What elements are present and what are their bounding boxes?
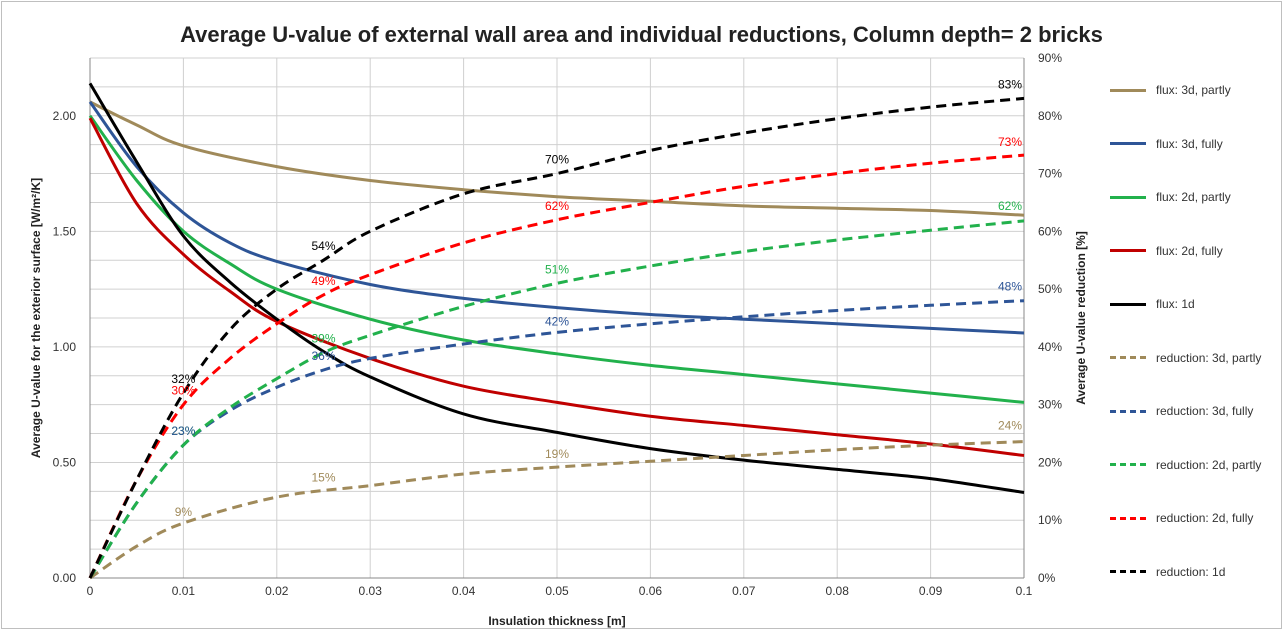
data-label: 62% bbox=[998, 199, 1022, 213]
series-line-9 bbox=[88, 153, 1025, 579]
legend-item: reduction: 3d, fully bbox=[1110, 401, 1253, 421]
legend-label: reduction: 2d, partly bbox=[1156, 457, 1262, 472]
data-label: 48% bbox=[998, 280, 1022, 294]
legend-label: reduction: 2d, fully bbox=[1156, 511, 1254, 525]
series-line-8 bbox=[88, 219, 1025, 579]
x-tick-label: 0.06 bbox=[639, 584, 663, 598]
legend-label: reduction: 3d, partly bbox=[1156, 350, 1262, 365]
legend-label: flux: 2d, fully bbox=[1156, 243, 1223, 258]
y-tick-label: 1.50 bbox=[53, 224, 77, 238]
x-tick-label: 0.07 bbox=[732, 584, 756, 598]
legend-item: flux: 1d bbox=[1110, 294, 1195, 314]
x-axis-title: Insulation thickness [m] bbox=[488, 614, 625, 628]
y-tick-label: 2.00 bbox=[53, 109, 77, 123]
x-tick-label: 0.1 bbox=[1016, 584, 1033, 598]
x-tick-label: 0.01 bbox=[172, 584, 196, 598]
series-line-5 bbox=[88, 82, 1025, 494]
legend-item: flux: 2d, fully bbox=[1110, 241, 1223, 261]
y-tick-label: 1.00 bbox=[53, 340, 77, 354]
data-label: 23% bbox=[171, 424, 195, 438]
y2-tick-label: 90% bbox=[1038, 51, 1062, 65]
data-label: 73% bbox=[998, 135, 1022, 149]
data-label: 24% bbox=[998, 418, 1022, 432]
legend-swatch bbox=[1110, 409, 1146, 413]
legend-item: flux: 3d, fully bbox=[1110, 134, 1223, 154]
y2-tick-label: 20% bbox=[1038, 455, 1062, 469]
legend-label: flux: 1d bbox=[1156, 297, 1195, 311]
data-label: 83% bbox=[998, 77, 1022, 91]
legend-label: flux: 3d, fully bbox=[1156, 136, 1223, 151]
x-tick-label: 0.03 bbox=[359, 584, 383, 598]
data-label: 32% bbox=[171, 372, 195, 386]
x-tick-label: 0.09 bbox=[919, 584, 943, 598]
x-tick-label: 0.08 bbox=[826, 584, 850, 598]
x-tick-label: 0.05 bbox=[545, 584, 569, 598]
legend-swatch bbox=[1110, 302, 1146, 306]
legend-swatch bbox=[1110, 88, 1146, 92]
x-tick-label: 0.02 bbox=[265, 584, 289, 598]
series-line-10 bbox=[88, 96, 1025, 579]
legend-swatch bbox=[1110, 142, 1146, 145]
data-label: 49% bbox=[311, 274, 335, 288]
data-label: 19% bbox=[545, 447, 569, 461]
data-label: 42% bbox=[545, 314, 569, 328]
y-axis-title: Average U-value for the exterior surface… bbox=[29, 178, 43, 458]
data-label: 62% bbox=[545, 199, 569, 213]
data-label: 9% bbox=[175, 505, 193, 519]
data-label: 39% bbox=[311, 332, 335, 346]
y-tick-label: 0.00 bbox=[53, 571, 77, 585]
data-label: 51% bbox=[545, 262, 569, 276]
legend-item: flux: 2d, partly bbox=[1110, 187, 1231, 207]
data-label: 54% bbox=[311, 239, 335, 253]
data-label: 15% bbox=[311, 470, 335, 484]
series-line-1 bbox=[89, 100, 1025, 217]
y2-tick-label: 80% bbox=[1038, 109, 1062, 123]
y2-tick-label: 70% bbox=[1038, 167, 1062, 181]
legend-item: reduction: 2d, partly bbox=[1110, 455, 1261, 475]
series-line-4 bbox=[88, 117, 1025, 457]
y2-tick-label: 60% bbox=[1038, 224, 1062, 238]
chart-title: Average U-value of external wall area an… bbox=[180, 22, 1103, 47]
x-tick-label: 0 bbox=[87, 584, 94, 598]
y2-axis-title: Average U-value reduction [%] bbox=[1074, 231, 1088, 405]
legend-label: reduction: 3d, fully bbox=[1156, 404, 1254, 418]
data-label: 36% bbox=[311, 349, 335, 363]
data-label: 70% bbox=[545, 153, 569, 167]
legend-swatch bbox=[1110, 195, 1146, 199]
legend-label: flux: 3d, partly bbox=[1156, 83, 1231, 97]
y2-tick-label: 10% bbox=[1038, 513, 1062, 527]
data-label: 23% bbox=[171, 424, 195, 438]
y2-tick-label: 30% bbox=[1038, 398, 1062, 412]
data-label: 30% bbox=[171, 384, 195, 398]
series-line-3 bbox=[88, 114, 1025, 404]
legend-swatch bbox=[1110, 463, 1146, 466]
legend-item: reduction: 1d bbox=[1110, 562, 1225, 582]
x-tick-label: 0.04 bbox=[452, 584, 476, 598]
y2-tick-label: 50% bbox=[1038, 282, 1062, 296]
legend-swatch bbox=[1110, 249, 1146, 252]
legend-item: reduction: 3d, partly bbox=[1110, 348, 1261, 368]
y2-tick-label: 0% bbox=[1038, 571, 1056, 585]
y2-tick-label: 40% bbox=[1038, 340, 1062, 354]
legend-label: reduction: 1d bbox=[1156, 564, 1226, 579]
y-tick-label: 0.50 bbox=[53, 455, 77, 469]
legend-swatch bbox=[1110, 356, 1146, 359]
legend-item: reduction: 2d, fully bbox=[1110, 508, 1253, 528]
legend-item: flux: 3d, partly bbox=[1110, 80, 1231, 100]
legend-swatch bbox=[1110, 516, 1146, 520]
legend-swatch bbox=[1110, 570, 1146, 573]
legend-label: flux: 2d, partly bbox=[1156, 190, 1231, 204]
